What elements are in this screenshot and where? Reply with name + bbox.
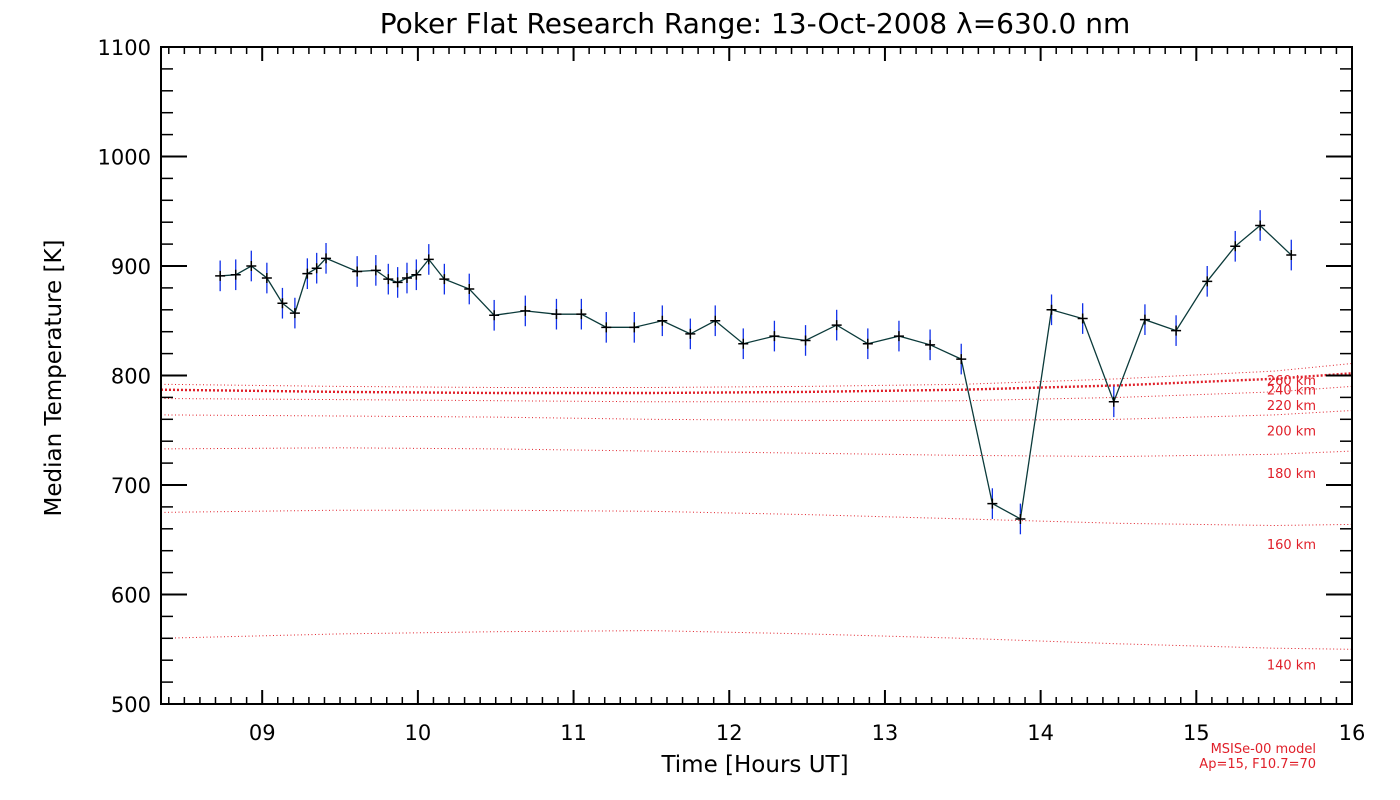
model-label-180-km: 180 km — [1267, 467, 1316, 482]
data-point — [1108, 396, 1119, 407]
data-point — [302, 268, 313, 279]
model-curve-180-km — [160, 447, 1353, 458]
x-tick-label-11: 11 — [560, 721, 587, 745]
data-point — [489, 310, 500, 321]
model-label-140-km: 140 km — [1267, 659, 1316, 674]
x-tick-label-13: 13 — [872, 721, 899, 745]
model-note: MSISe-00 model Ap=15, F10.7=70 — [1199, 742, 1316, 772]
data-point — [520, 305, 531, 316]
data-point — [383, 274, 394, 285]
data-point — [710, 315, 721, 326]
data-point — [769, 331, 780, 342]
x-tick-label-10: 10 — [405, 721, 432, 745]
axes-frame — [160, 46, 1353, 705]
data-point — [800, 335, 811, 346]
x-axis-label: Time [Hours UT] — [660, 752, 848, 778]
model-curve-160-km — [160, 509, 1353, 527]
data-point — [1077, 313, 1088, 324]
model-label-260-km: 260 km — [1267, 374, 1316, 389]
data-point — [464, 283, 475, 294]
model-curve-140-km — [160, 630, 1353, 650]
data-point — [215, 270, 226, 281]
data-point — [261, 273, 272, 284]
model-curve-200-km — [160, 410, 1353, 421]
model-note-line-2: Ap=15, F10.7=70 — [1199, 757, 1316, 772]
data-point — [411, 269, 422, 280]
data-point — [392, 277, 403, 288]
model-curve-240-km — [160, 372, 1353, 395]
data-point — [987, 498, 998, 509]
data-point — [1171, 325, 1182, 336]
data-point — [831, 320, 842, 331]
model-label-240-km: 240 km — [1267, 384, 1316, 399]
data-point — [321, 253, 332, 264]
data-point — [738, 338, 749, 349]
y-axis-label: Median Temperature [K] — [41, 240, 67, 517]
y-tick-label-1100: 1100 — [98, 36, 151, 60]
data-point — [370, 265, 381, 276]
y-tick-label-500: 500 — [111, 693, 151, 717]
model-label-200-km: 200 km — [1267, 424, 1316, 439]
x-tick-label-14: 14 — [1027, 721, 1054, 745]
y-tick-label-600: 600 — [111, 584, 151, 608]
data-point — [925, 339, 936, 350]
data-point — [1255, 220, 1266, 231]
data-point — [551, 309, 562, 320]
data-point — [601, 322, 612, 333]
x-tick-label-12: 12 — [716, 721, 743, 745]
model-curve-220-km — [160, 385, 1353, 403]
x-tick-label-9: 09 — [249, 721, 276, 745]
data-point — [439, 274, 450, 285]
data-point — [230, 269, 241, 280]
model-label-220-km: 220 km — [1267, 399, 1316, 414]
model-label-160-km: 160 km — [1267, 538, 1316, 553]
data-point — [1046, 304, 1057, 315]
model-note-line-1: MSISe-00 model — [1211, 742, 1316, 757]
data-point — [893, 331, 904, 342]
data-point — [311, 263, 322, 274]
y-tick-label-700: 700 — [111, 474, 151, 498]
data-point — [289, 308, 300, 319]
data-point — [862, 338, 873, 349]
data-point — [1286, 250, 1297, 261]
data-point — [956, 354, 967, 365]
chart-title: Poker Flat Research Range: 13-Oct-2008 λ… — [380, 7, 1131, 40]
data-point — [401, 273, 412, 284]
data-point — [657, 315, 668, 326]
x-tick-label-16: 16 — [1339, 721, 1366, 745]
data-point — [1202, 276, 1213, 287]
y-tick-label-800: 800 — [111, 365, 151, 389]
y-tick-label-900: 900 — [111, 255, 151, 279]
data-point — [246, 261, 257, 271]
data-point — [685, 328, 696, 339]
x-tick-label-15: 15 — [1183, 721, 1210, 745]
data-point — [1015, 513, 1026, 524]
series-line — [220, 224, 1292, 520]
data-point — [277, 298, 288, 309]
y-tick-label-1000: 1000 — [98, 146, 151, 170]
data-point — [629, 322, 640, 333]
data-point — [576, 309, 587, 320]
data-point — [352, 266, 363, 277]
data-point — [1230, 241, 1241, 252]
data-point — [423, 254, 434, 265]
data-point — [1139, 314, 1150, 325]
